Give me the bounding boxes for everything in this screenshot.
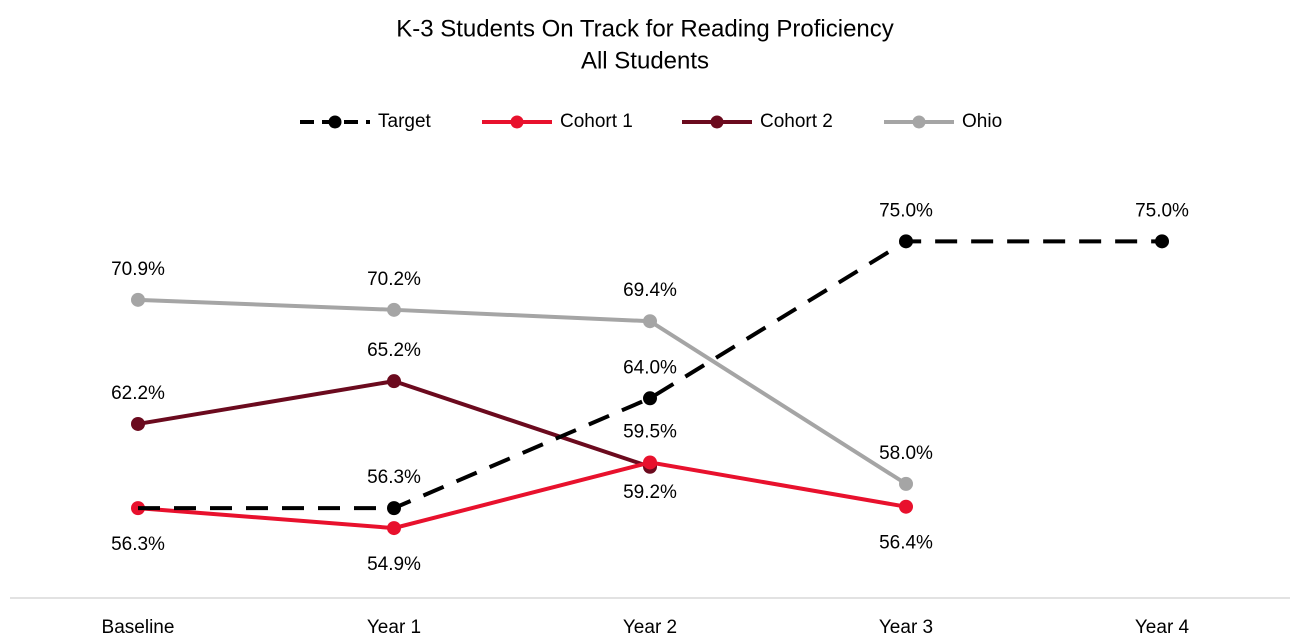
- legend-label: Cohort 2: [760, 111, 833, 132]
- data-label: 59.5%: [623, 421, 677, 442]
- chart-subtitle: All Students: [581, 47, 709, 74]
- series-line: [137, 379, 651, 469]
- series-line: [137, 297, 908, 486]
- data-point: [899, 476, 913, 491]
- data-point: [643, 455, 657, 470]
- data-point: [387, 521, 401, 536]
- legend-label: Ohio: [962, 111, 1002, 132]
- data-point: [899, 499, 913, 514]
- data-label: 70.2%: [367, 269, 421, 290]
- data-label: 56.4%: [879, 533, 933, 554]
- data-point: [387, 374, 401, 389]
- data-label: 56.3%: [367, 467, 421, 488]
- data-point: [131, 292, 145, 307]
- data-label: 69.4%: [623, 280, 677, 301]
- series-line: [137, 460, 907, 531]
- data-label: 70.9%: [111, 259, 165, 280]
- data-label: 75.0%: [879, 200, 933, 221]
- data-point: [131, 416, 145, 431]
- chart-title: K-3 Students On Track for Reading Profic…: [396, 15, 894, 42]
- data-point: [387, 501, 401, 516]
- legend-marker: [510, 115, 524, 129]
- series-line: [138, 239, 1162, 511]
- data-label: 62.2%: [111, 383, 165, 404]
- legend-label: Target: [378, 111, 432, 132]
- legend-marker: [912, 115, 926, 129]
- legend-label: Cohort 1: [560, 111, 633, 132]
- data-label: 75.0%: [1135, 200, 1189, 221]
- data-point: [387, 302, 401, 317]
- x-tick-label: Baseline: [102, 617, 175, 638]
- data-label: 64.0%: [623, 357, 677, 378]
- legend-marker: [710, 115, 724, 129]
- data-point: [1155, 234, 1169, 249]
- data-label: 58.0%: [879, 443, 933, 464]
- x-tick-label: Year 3: [879, 617, 933, 638]
- legend-marker: [328, 115, 342, 129]
- data-label: 54.9%: [367, 554, 421, 575]
- data-point: [643, 391, 657, 406]
- data-label: 59.2%: [623, 482, 677, 503]
- x-tick-label: Year 4: [1135, 617, 1190, 638]
- x-tick-label: Year 1: [367, 617, 421, 638]
- x-tick-label: Year 2: [623, 617, 677, 638]
- data-label: 65.2%: [367, 340, 421, 361]
- data-label: 56.3%: [111, 534, 165, 555]
- data-point: [643, 314, 657, 329]
- data-point: [899, 234, 913, 249]
